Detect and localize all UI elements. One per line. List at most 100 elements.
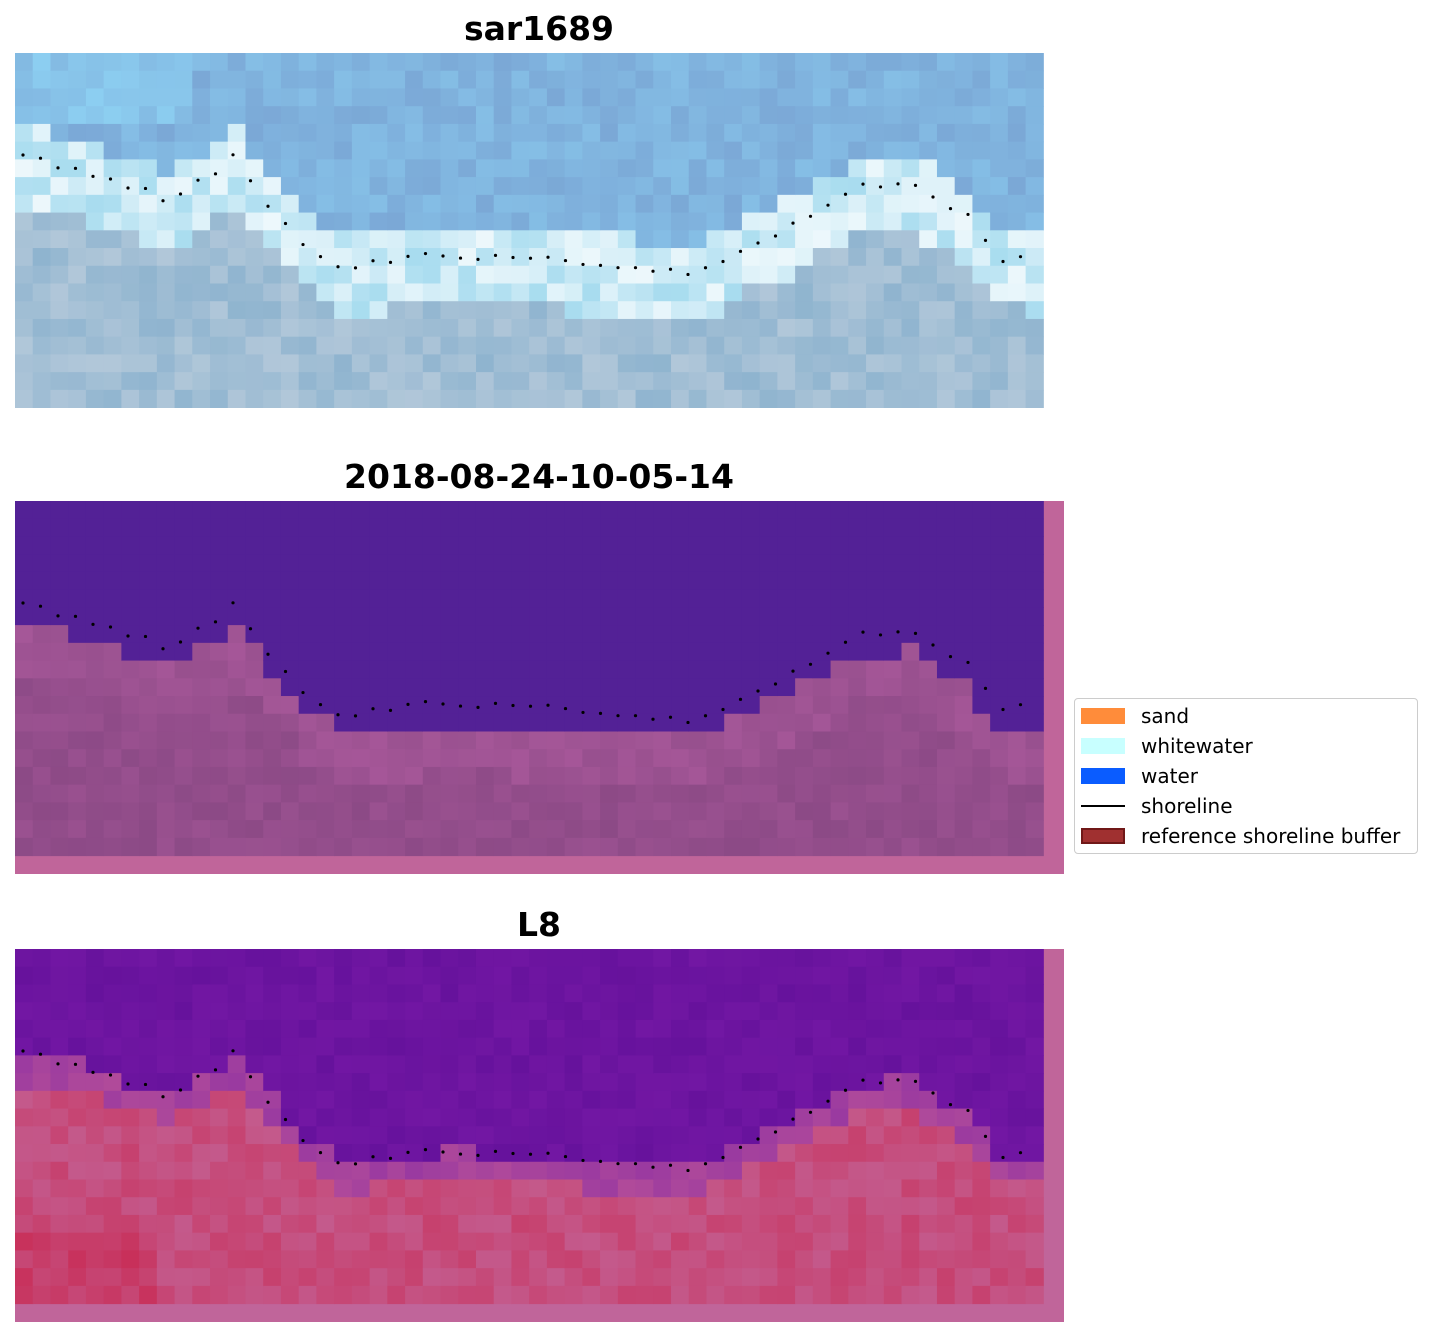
pixel — [245, 518, 264, 537]
pixel — [280, 820, 300, 839]
pixel — [298, 177, 317, 196]
shoreline-point — [406, 702, 410, 706]
pixel — [883, 625, 902, 644]
pixel — [422, 212, 442, 231]
pixel — [440, 141, 459, 160]
pixel — [724, 1250, 743, 1269]
pixel — [688, 1285, 707, 1305]
pixel — [724, 536, 743, 555]
pixel — [227, 1250, 246, 1269]
pixel — [635, 696, 654, 715]
shoreline-point — [931, 643, 935, 647]
pixel — [192, 536, 211, 555]
pixel — [795, 784, 814, 803]
pixel — [351, 1179, 371, 1198]
pixel — [564, 1126, 583, 1145]
pixel — [848, 966, 867, 985]
pixel — [972, 194, 991, 214]
pixel — [564, 1179, 583, 1198]
pixel — [280, 1002, 300, 1021]
pixel — [85, 766, 105, 786]
pixel — [298, 1197, 317, 1216]
shoreline-point — [1018, 703, 1023, 707]
pixel — [759, 141, 778, 160]
pixel — [954, 1144, 973, 1163]
pixel — [617, 1250, 637, 1269]
pixel — [724, 949, 743, 968]
pixel — [812, 177, 832, 196]
pixel — [32, 301, 51, 320]
pixel — [635, 212, 654, 231]
pixel — [724, 1268, 743, 1287]
pixel — [600, 106, 619, 125]
pixel — [351, 159, 371, 178]
pixel — [812, 1055, 832, 1074]
pixel — [387, 70, 406, 89]
pixel — [1025, 301, 1044, 320]
pixel — [280, 106, 300, 125]
pixel — [475, 194, 495, 214]
pixel — [334, 177, 353, 196]
pixel — [511, 1108, 530, 1127]
pixel — [901, 1090, 920, 1110]
pixel — [405, 642, 424, 662]
pixel — [972, 230, 991, 249]
pixel — [210, 301, 229, 320]
pixel — [458, 642, 477, 662]
pixel — [671, 1144, 690, 1163]
pixel — [546, 766, 566, 786]
pixel — [334, 354, 353, 373]
pixel — [121, 106, 140, 125]
pixel — [139, 88, 158, 107]
pixel — [351, 1108, 371, 1127]
pixel — [1007, 713, 1027, 732]
pixel — [245, 354, 264, 373]
pixel — [848, 554, 867, 573]
pixel — [298, 984, 317, 1003]
pixel — [422, 88, 442, 107]
pixel — [936, 372, 956, 391]
pixel — [422, 949, 442, 968]
pixel — [15, 106, 34, 125]
pixel — [280, 177, 300, 196]
pixel — [564, 949, 583, 968]
pixel — [192, 389, 211, 408]
pixel — [245, 1250, 264, 1269]
pixel — [334, 784, 353, 803]
pixel — [883, 1250, 902, 1269]
pixel — [919, 372, 938, 391]
pixel — [493, 820, 512, 839]
pixel — [227, 501, 246, 520]
pixel — [68, 749, 87, 768]
pixel — [316, 53, 335, 72]
pixel — [85, 731, 105, 750]
pixel — [706, 159, 725, 178]
pixel — [227, 625, 246, 644]
pixel — [68, 1108, 87, 1127]
pixel — [263, 713, 282, 732]
pixel — [777, 766, 796, 786]
pixel — [795, 88, 814, 107]
pixel — [475, 837, 495, 857]
pixel — [440, 1197, 459, 1216]
pixel — [511, 642, 530, 662]
pixel — [440, 389, 459, 408]
pixel — [617, 837, 637, 857]
pixel — [830, 265, 849, 284]
pixel — [546, 354, 566, 373]
pixel — [156, 837, 176, 857]
pixel — [103, 1073, 122, 1092]
pixel — [972, 1179, 991, 1198]
pixel — [741, 1055, 761, 1074]
pixel — [493, 159, 512, 178]
pixel — [919, 88, 938, 107]
pixel — [387, 749, 406, 768]
pixel — [671, 802, 690, 821]
pixel — [103, 820, 122, 839]
pixel — [653, 248, 672, 267]
pixel — [210, 802, 229, 821]
shoreline-point — [301, 1138, 305, 1143]
pixel — [759, 265, 778, 284]
pixel — [617, 88, 637, 107]
pixel — [103, 1250, 122, 1269]
